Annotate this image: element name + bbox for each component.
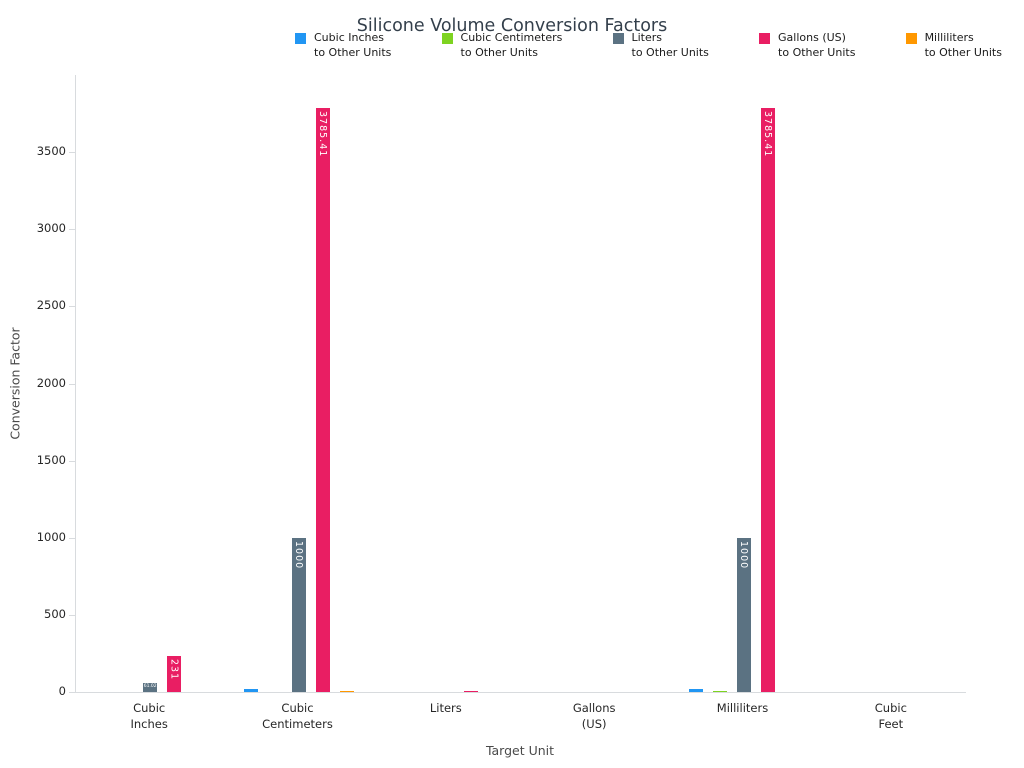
- y-tick-mark: [69, 229, 75, 231]
- legend-swatch-icon: [759, 33, 771, 44]
- legend-item-liters: Liters to Other Units: [612, 30, 709, 60]
- legend-item-gallons-us: Gallons (US) to Other Units: [759, 30, 855, 60]
- bar-value-label: 3785.41: [762, 111, 773, 158]
- y-tick-mark: [69, 614, 75, 616]
- bar-value-label: 231: [168, 659, 180, 681]
- legend-item-milliliters: Milliliters to Other Units: [905, 30, 1002, 60]
- x-tick-label-cubic-inches: Cubic Inches: [130, 701, 168, 731]
- legend-item-cubic-centimeters: Cubic Centimeters to Other Units: [441, 30, 563, 60]
- legend-label: Gallons (US) to Other Units: [778, 31, 856, 59]
- bar-cubic-inches-to-milliliters: [688, 689, 703, 692]
- bar-gallons-us-to-cubic-inches: 231: [167, 656, 182, 692]
- x-tick-label-cubic-feet: Cubic Feet: [874, 701, 907, 731]
- bar-liters-to-cubic-centimeters: 1000: [291, 537, 306, 692]
- y-tick-label: 0: [58, 684, 66, 698]
- legend-item-cubic-inches: Cubic Inches to Other Units: [295, 30, 391, 60]
- y-tick-label: 1500: [36, 452, 66, 467]
- y-tick-label: 500: [44, 606, 66, 621]
- legend-swatch-icon: [295, 33, 306, 44]
- bar-cubic-inches-to-cubic-centimeters: [243, 689, 258, 692]
- bar-milliliters-to-cubic-centimeters: [339, 691, 354, 692]
- y-tick-label: 2500: [36, 298, 66, 313]
- legend-label: Milliliters to Other Units: [924, 31, 1002, 59]
- x-tick-label-milliliters: Milliliters: [716, 701, 769, 715]
- legend: Cubic Inches to Other Units Cubic Centime…: [295, 30, 1002, 60]
- legend-label: Cubic Inches to Other Units: [314, 31, 392, 59]
- legend-label: Liters to Other Units: [631, 31, 709, 59]
- y-tick-mark: [69, 460, 75, 462]
- x-tick-label-gallons-us: Gallons (US): [572, 701, 616, 731]
- y-tick-label: 2000: [36, 375, 66, 390]
- plot-area: 61.02 1000 1000 231 3785.41 3785.41: [75, 75, 966, 693]
- x-tick-label-liters: Liters: [429, 701, 462, 715]
- y-tick-label: 3500: [36, 144, 66, 159]
- legend-swatch-icon: [612, 33, 624, 44]
- chart-title: Silicone Volume Conversion Factors: [356, 16, 668, 36]
- bar-cubic-centimeters-to-milliliters: [712, 691, 727, 692]
- x-tick-label-cubic-centimeters: Cubic Centimeters: [262, 701, 333, 731]
- y-tick-mark: [69, 692, 75, 693]
- x-axis-label: Target Unit: [485, 743, 555, 758]
- legend-label: Cubic Centimeters to Other Units: [460, 31, 563, 59]
- legend-swatch-icon: [905, 33, 917, 44]
- bar-value-label: 1000: [293, 540, 304, 569]
- bar-value-label: 1000: [738, 540, 749, 569]
- legend-swatch-icon: [441, 33, 453, 44]
- y-tick-mark: [69, 152, 75, 154]
- bar-gallons-us-to-cubic-centimeters: 3785.41: [315, 108, 330, 692]
- bar-liters-to-cubic-inches: 61.02: [143, 682, 158, 692]
- bar-value-label: 61.02: [143, 683, 157, 689]
- bar-value-label: 3785.41: [317, 111, 328, 158]
- bar-gallons-us-to-liters: [463, 691, 478, 692]
- bar-gallons-us-to-milliliters: 3785.41: [760, 108, 775, 692]
- y-tick-label: 3000: [36, 221, 66, 236]
- y-tick-mark: [69, 383, 75, 385]
- y-tick-label: 1000: [36, 529, 66, 544]
- y-tick-mark: [69, 537, 75, 539]
- bar-liters-to-milliliters: 1000: [736, 537, 751, 692]
- y-tick-mark: [69, 306, 75, 308]
